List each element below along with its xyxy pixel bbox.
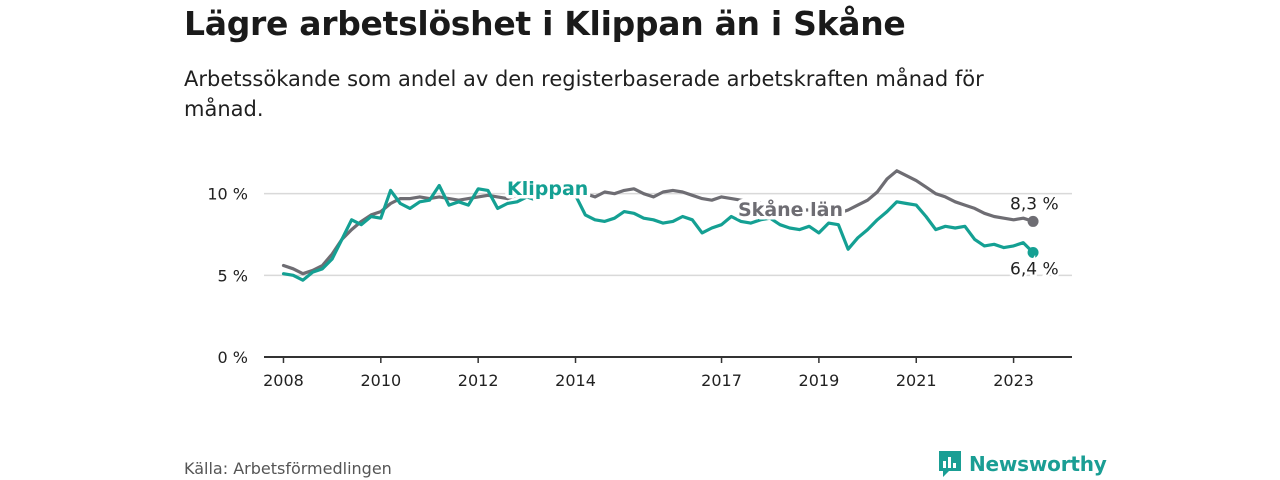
end-label-sk-ne-l-n: 8,3 %: [1010, 194, 1059, 214]
y-axis-ticks: 0 % 5 % 10 %: [207, 185, 248, 367]
x-tick-label: 2008: [263, 371, 304, 390]
x-tick-label: 2017: [701, 371, 742, 390]
series-labels: Klippan Skåne län 8,3 % 6,4 %: [504, 175, 1062, 282]
x-tick-label: 2019: [799, 371, 840, 390]
y-tick-label: 5 %: [218, 266, 248, 285]
x-tick-label: 2012: [458, 371, 499, 390]
chart-title: Lägre arbetslöshet i Klippan än i Skåne: [184, 4, 906, 43]
end-marker-sk-ne-l-n: [1027, 215, 1039, 227]
brand-name: Newsworthy: [969, 452, 1107, 476]
newsworthy-logo: Newsworthy: [937, 449, 1107, 479]
x-tick-label: 2014: [555, 371, 596, 390]
x-tick-label: 2010: [360, 371, 401, 390]
end-marker-klippan: [1027, 246, 1039, 258]
y-tick-label: 10 %: [207, 185, 248, 204]
end-label-klippan: 6,4 %: [1010, 259, 1059, 279]
newsworthy-logo-icon: [939, 451, 961, 477]
x-tick-label: 2023: [993, 371, 1034, 390]
series-line-klippan: [281, 183, 1035, 282]
source-note: Källa: Arbetsförmedlingen: [184, 459, 392, 478]
series-line-sk-ne-l-n: [281, 169, 1035, 276]
series-label-klippan: Klippan: [507, 178, 588, 200]
x-axis: 2008 2010 2012 2014 2017 2019 2021 2023: [263, 356, 1072, 390]
series-label-sk-ne-l-n: Skåne län: [738, 197, 843, 221]
chart-subtitle: Arbetssökande som andel av den registerb…: [184, 67, 984, 121]
x-tick-label: 2021: [896, 371, 937, 390]
y-tick-label: 0 %: [218, 348, 248, 367]
series-lines: [281, 169, 1039, 282]
